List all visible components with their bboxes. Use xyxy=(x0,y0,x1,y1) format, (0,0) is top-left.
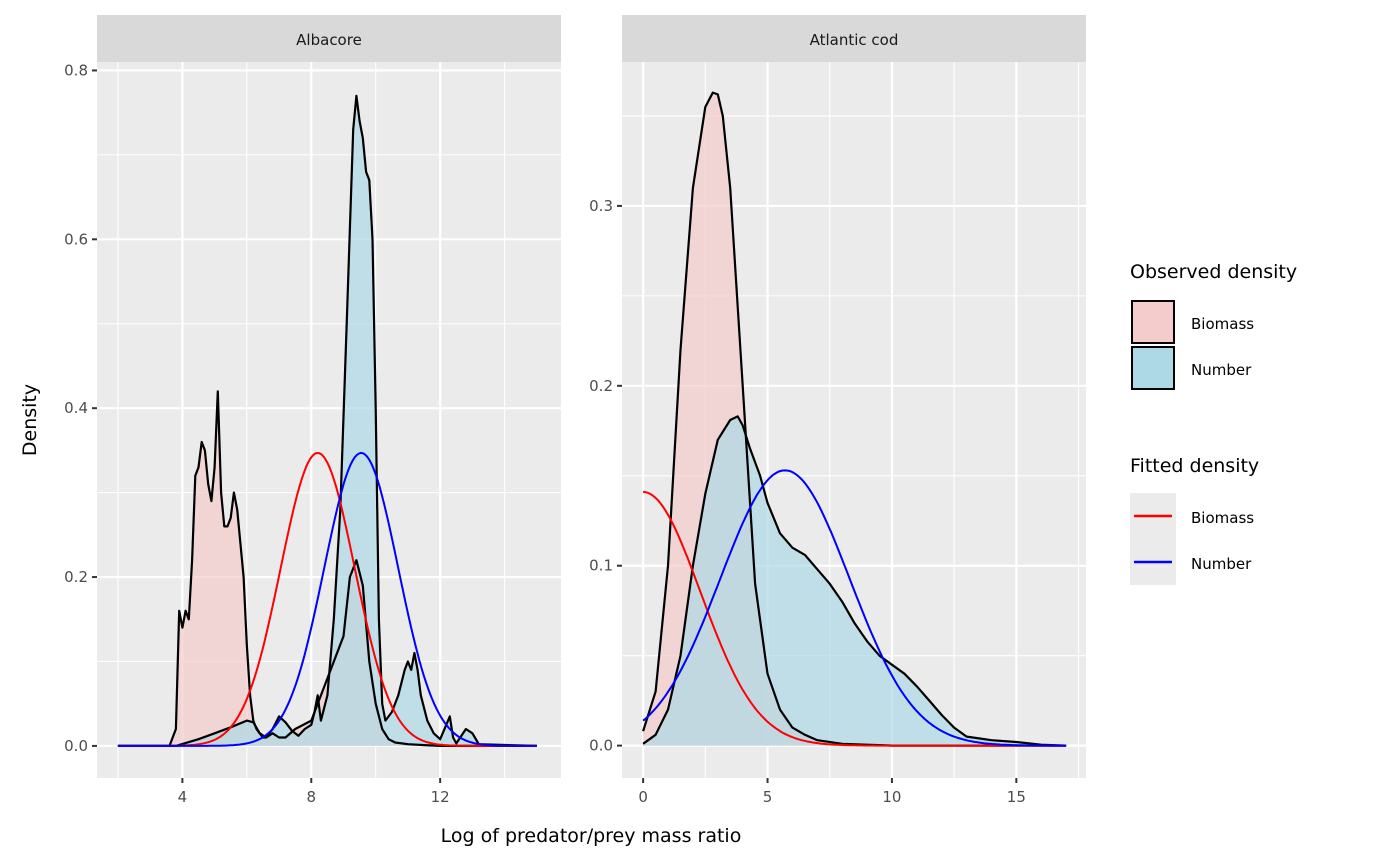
legend-observed-title: Observed density xyxy=(1130,261,1297,283)
x-tick-label: 8 xyxy=(307,788,317,806)
observed-outline-number xyxy=(642,415,1067,747)
y-tick-label: 0.2 xyxy=(64,568,88,586)
y-tick-label: 0.0 xyxy=(589,737,613,755)
fitted-lines xyxy=(642,469,1067,747)
observed-areas xyxy=(642,91,1067,747)
y-tick-label: 0.1 xyxy=(589,557,613,575)
axes: 0 5 10 15 0.0 0.1 0.2 0.3 xyxy=(589,197,1026,806)
legend-key-background xyxy=(1130,493,1176,585)
panel-albacore: Albacore 4 8 12 0.0 0.2 0.4 0.6 0.8 xyxy=(64,15,561,806)
legend-fitted: Fitted density Biomass Number xyxy=(1130,455,1259,585)
panel-atlantic-cod: Atlantic cod 0 5 10 15 0.0 0.1 0.2 0.3 xyxy=(589,15,1086,806)
legend-key-number-fill xyxy=(1131,346,1175,390)
strip-title: Atlantic cod xyxy=(810,31,899,49)
axes: 4 8 12 0.0 0.2 0.4 0.6 0.8 xyxy=(64,61,450,806)
y-tick-label: 0.4 xyxy=(64,399,88,417)
fitted-line-number xyxy=(642,469,1067,747)
y-tick-label: 0.3 xyxy=(589,197,613,215)
observed-outline-biomass xyxy=(642,91,1067,747)
x-tick-label: 12 xyxy=(431,788,450,806)
strip-background xyxy=(622,15,1086,62)
observed-area-biomass xyxy=(117,391,537,746)
y-axis-title: Density xyxy=(19,384,41,456)
fitted-line-number xyxy=(117,451,537,747)
fitted-line-biomass xyxy=(643,491,1067,747)
legend-fitted-title: Fitted density xyxy=(1130,455,1259,477)
plot-background xyxy=(97,62,561,778)
y-tick-label: 0.2 xyxy=(589,377,613,395)
legend-observed: Observed density Biomass Number xyxy=(1130,261,1297,390)
legend-label-biomass: Biomass xyxy=(1191,509,1254,527)
legend-key-biomass-fill xyxy=(1131,300,1175,344)
x-tick-label: 10 xyxy=(882,788,901,806)
x-tick-label: 0 xyxy=(638,788,648,806)
strip-background xyxy=(97,15,561,62)
strip-title: Albacore xyxy=(296,31,362,49)
x-tick-label: 5 xyxy=(763,788,773,806)
y-tick-label: 0.6 xyxy=(64,230,88,248)
x-axis-title: Log of predator/prey mass ratio xyxy=(441,825,742,847)
x-tick-label: 15 xyxy=(1007,788,1026,806)
observed-outline-biomass xyxy=(117,390,537,747)
fitted-lines xyxy=(117,451,537,747)
legend-label-number: Number xyxy=(1191,555,1252,573)
x-tick-label: 4 xyxy=(178,788,188,806)
y-tick-label: 0.0 xyxy=(64,737,88,755)
legend-label-number: Number xyxy=(1191,361,1252,379)
legend-label-biomass: Biomass xyxy=(1191,315,1254,333)
y-tick-label: 0.8 xyxy=(64,61,88,79)
